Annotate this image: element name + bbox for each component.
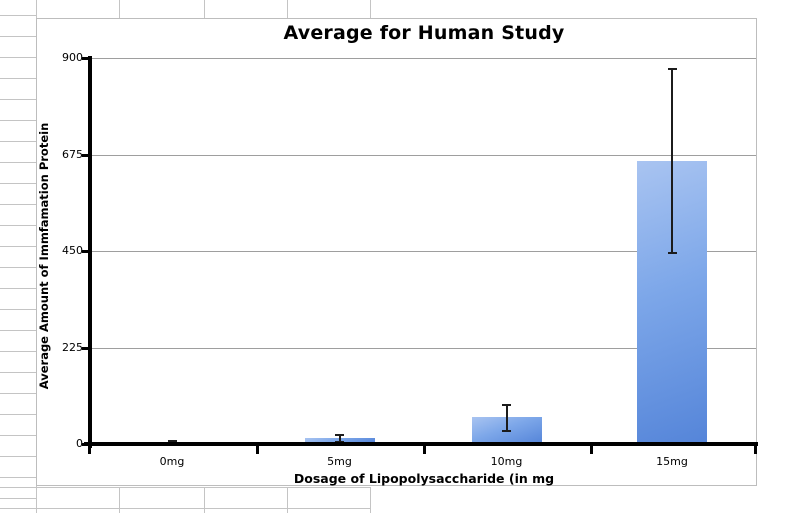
- gridline-225: [92, 347, 756, 349]
- category-label-15mg: 15mg: [656, 455, 688, 468]
- x-tick-mark: [423, 446, 426, 454]
- sheet-gridline: [0, 57, 36, 58]
- sheet-gridline: [0, 288, 36, 289]
- sheet-gridline: [0, 225, 36, 226]
- sheet-gridline: [0, 162, 36, 163]
- sheet-gridline: [0, 246, 36, 247]
- y-tick-mark: [82, 250, 89, 253]
- y-tick-label: 900: [62, 51, 83, 64]
- sheet-gridline: [0, 141, 36, 142]
- sheet-gridline: [0, 351, 36, 352]
- x-tick-mark: [590, 446, 593, 454]
- sheet-gridline: [204, 487, 205, 513]
- sheet-gridline: [0, 508, 370, 509]
- error-bar-cap-bottom: [667, 252, 677, 255]
- sheet-gridline: [0, 330, 36, 331]
- chart-title: Average for Human Study: [283, 22, 565, 44]
- gridline-900: [92, 58, 756, 59]
- category-label-10mg: 10mg: [490, 455, 523, 468]
- chart[interactable]: Average for Human Study Average Amount o…: [36, 18, 758, 486]
- error-bar-cap-bottom: [502, 430, 511, 433]
- x-tick-mark: [256, 446, 259, 454]
- x-axis-line: [84, 442, 758, 446]
- category-label-0mg: 0mg: [159, 455, 185, 468]
- sheet-gridline: [0, 477, 36, 478]
- sheet-gridline: [0, 498, 36, 499]
- sheet-gridline: [0, 267, 36, 268]
- sheet-gridline: [370, 0, 371, 18]
- sheet-gridline: [0, 15, 36, 16]
- sheet-gridline: [0, 393, 36, 394]
- gridline-675: [92, 154, 756, 156]
- sheet-gridline: [287, 487, 288, 513]
- y-tick-label: 225: [62, 340, 83, 354]
- sheet-gridline: [370, 487, 371, 513]
- error-bar-15mg: [671, 68, 673, 254]
- x-axis-title: Dosage of Lipopolysaccharide (in mg: [293, 471, 555, 486]
- y-tick-label: 450: [62, 244, 83, 257]
- sheet-gridline: [0, 183, 36, 184]
- y-tick-label: 0: [76, 437, 83, 450]
- y-axis-line: [88, 56, 92, 448]
- y-tick-label: 675: [62, 147, 83, 161]
- x-tick-mark: [88, 446, 91, 454]
- error-bar-5mg: [338, 435, 341, 443]
- sheet-gridline: [0, 456, 36, 457]
- sheet-gridline: [0, 414, 36, 415]
- error-bar-cap-top: [167, 439, 177, 442]
- gridline-450: [92, 251, 756, 252]
- y-tick-mark: [82, 57, 89, 60]
- sheet-gridline: [119, 487, 120, 513]
- y-tick-mark: [82, 346, 89, 350]
- sheet-gridline: [0, 120, 36, 121]
- sheet-gridline: [0, 36, 36, 37]
- sheet-gridline: [0, 309, 36, 310]
- category-label-5mg: 5mg: [327, 455, 352, 468]
- x-tick-mark: [754, 446, 757, 454]
- sheet-gridline: [204, 0, 205, 18]
- y-tick-mark: [82, 153, 89, 157]
- sheet-gridline: [0, 372, 36, 373]
- error-bar-10mg: [505, 404, 508, 432]
- error-bar-cap-top: [667, 67, 677, 70]
- sheet-gridline: [0, 204, 36, 205]
- error-bar-cap-top: [335, 434, 344, 437]
- sheet-gridline: [287, 0, 288, 18]
- sheet-gridline: [119, 0, 120, 18]
- sheet-gridline: [0, 99, 36, 100]
- sheet-gridline: [0, 78, 36, 79]
- error-bar-cap-top: [502, 403, 511, 406]
- sheet-gridline: [0, 435, 36, 436]
- sheet-gridline: [0, 487, 370, 488]
